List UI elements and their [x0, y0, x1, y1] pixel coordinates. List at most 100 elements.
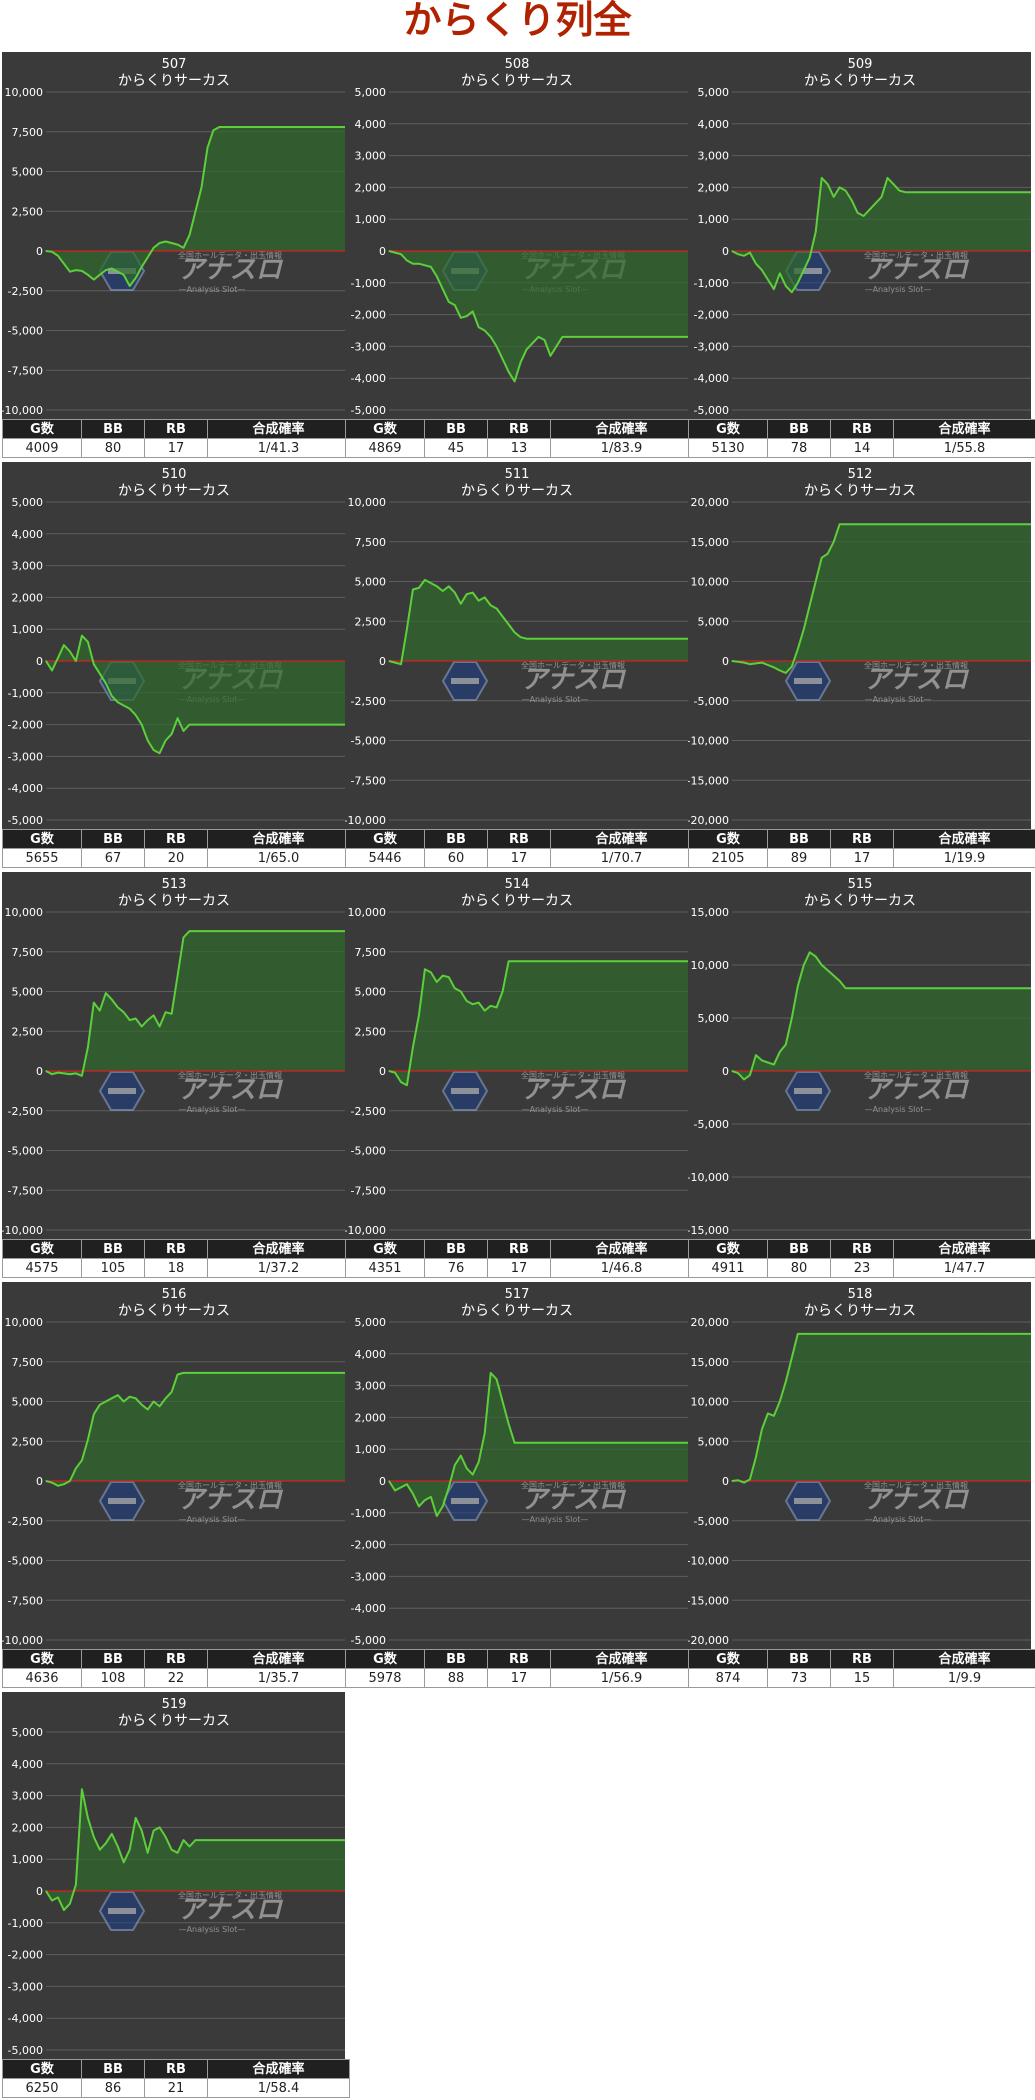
data-point — [687, 1442, 688, 1444]
series-area — [46, 127, 345, 286]
y-tick-label: 1,000 — [355, 1443, 387, 1456]
data-point — [394, 1072, 396, 1074]
data-point — [827, 1333, 829, 1335]
data-point — [153, 1400, 155, 1403]
data-point — [69, 1480, 71, 1482]
rb-header: RB — [830, 1649, 894, 1669]
games-value: 5130 — [688, 438, 768, 458]
data-point — [290, 930, 292, 932]
data-point — [165, 240, 167, 243]
logo-bar-icon — [794, 1498, 822, 1504]
y-tick-label: 0 — [722, 655, 729, 668]
data-point — [555, 345, 557, 347]
data-point — [615, 1442, 617, 1444]
data-point — [845, 987, 847, 989]
data-point — [344, 126, 345, 128]
data-point — [651, 638, 653, 640]
data-point — [597, 1442, 599, 1444]
watermark-sub: —Analysis Slot— — [865, 285, 932, 294]
data-point — [81, 1788, 83, 1790]
data-point — [898, 190, 900, 192]
bb-value: 105 — [81, 1258, 145, 1278]
data-point — [591, 336, 593, 338]
data-point — [212, 129, 214, 131]
data-point — [964, 523, 966, 525]
data-point — [731, 660, 733, 662]
data-point — [344, 724, 345, 726]
y-tick-label: 10,000 — [5, 906, 44, 919]
data-point — [681, 1442, 683, 1444]
data-point — [296, 1372, 298, 1374]
data-point — [633, 336, 635, 338]
prob-value: 1/55.8 — [893, 438, 1035, 458]
data-point — [508, 1423, 510, 1425]
data-point — [1000, 1333, 1002, 1335]
data-point — [988, 523, 990, 525]
bb-value: 108 — [81, 1668, 145, 1688]
rb-header: RB — [487, 1239, 551, 1259]
prob-value: 1/58.4 — [207, 2078, 350, 2098]
data-point — [242, 1372, 244, 1374]
data-point — [314, 724, 316, 726]
watermark-kana: アナスロ — [864, 255, 969, 285]
data-point — [123, 1011, 125, 1013]
chart-panel-512: 512 からくりサーカス 20,000 15,000 10,000 5,000 0 -5,00… — [688, 462, 1035, 868]
chart-subtitle: からくりサーカス — [804, 483, 916, 499]
data-point — [418, 587, 420, 589]
rb-value: 20 — [144, 848, 208, 868]
prob-header: 合成確率 — [207, 419, 350, 439]
data-point — [982, 523, 984, 525]
data-point — [1024, 523, 1026, 525]
data-point — [934, 1333, 936, 1335]
data-point — [135, 1017, 137, 1020]
data-point — [111, 1833, 113, 1835]
data-point — [87, 274, 89, 276]
data-point — [749, 252, 751, 254]
data-point — [743, 1078, 745, 1081]
data-point — [478, 600, 480, 602]
y-tick-label: -4,000 — [8, 782, 43, 795]
logo-bar-icon — [451, 1088, 479, 1094]
data-point — [57, 1896, 59, 1898]
data-point — [466, 315, 468, 317]
data-point — [472, 592, 474, 594]
data-point — [123, 1400, 125, 1403]
data-point — [603, 336, 605, 338]
data-point — [934, 523, 936, 525]
data-point — [320, 930, 322, 932]
data-point — [248, 930, 250, 932]
data-point — [147, 1852, 149, 1854]
data-point — [916, 987, 918, 989]
watermark-small: 全国ホールデータ・出玉情報 — [178, 1890, 282, 1900]
y-tick-label: 0 — [36, 245, 43, 258]
data-point — [958, 191, 960, 193]
data-point — [406, 259, 408, 262]
data-point — [484, 1432, 486, 1434]
data-point — [496, 1006, 498, 1008]
data-point — [290, 126, 292, 128]
data-point — [803, 269, 805, 271]
data-point — [755, 263, 757, 265]
rb-header: RB — [487, 1649, 551, 1669]
data-point — [880, 1333, 883, 1335]
data-point — [284, 1372, 286, 1374]
data-point — [218, 1839, 220, 1841]
data-point — [388, 250, 390, 252]
bb-value: 67 — [81, 848, 145, 868]
data-point — [490, 604, 492, 606]
y-tick-label: 2,500 — [12, 205, 44, 218]
games-header: G数 — [2, 419, 82, 439]
data-point — [1006, 1333, 1008, 1335]
data-point — [218, 724, 220, 726]
data-point — [254, 126, 256, 128]
prob-header: 合成確率 — [550, 1239, 693, 1259]
stats-table: G数 BB RB 合成確率 4009 80 17 1/41.3 — [2, 419, 350, 458]
y-tick-label: -10,000 — [2, 1224, 43, 1237]
data-point — [171, 1849, 173, 1851]
series-area — [46, 1372, 345, 1486]
data-point — [51, 1073, 53, 1075]
